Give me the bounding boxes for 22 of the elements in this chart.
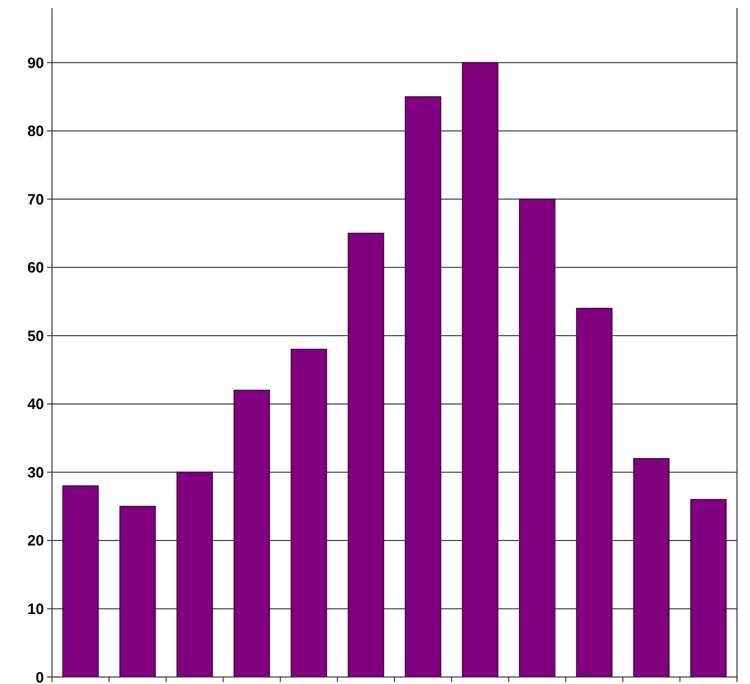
bar	[576, 308, 612, 678]
y-tick-label: 20	[27, 532, 44, 550]
bar	[290, 348, 328, 678]
bar	[690, 499, 727, 678]
y-tick-label: 90	[27, 54, 44, 72]
y-tick-label: 60	[27, 260, 44, 277]
y-tick-label: 40	[27, 396, 44, 414]
y-tick-label: 30	[27, 464, 44, 482]
y-tick-label: 0	[36, 669, 44, 684]
bar	[462, 62, 498, 678]
y-tick-label: 50	[27, 328, 44, 345]
bar	[234, 390, 270, 678]
bar	[404, 96, 442, 678]
bar	[119, 506, 156, 678]
y-tick-label: 80	[27, 123, 44, 140]
y-tick-label: 10	[27, 600, 44, 618]
y-tick-label: 70	[27, 191, 44, 208]
bar	[176, 472, 213, 678]
bar	[348, 232, 384, 678]
bar	[633, 458, 670, 678]
bar	[519, 198, 556, 678]
bar	[62, 485, 99, 678]
